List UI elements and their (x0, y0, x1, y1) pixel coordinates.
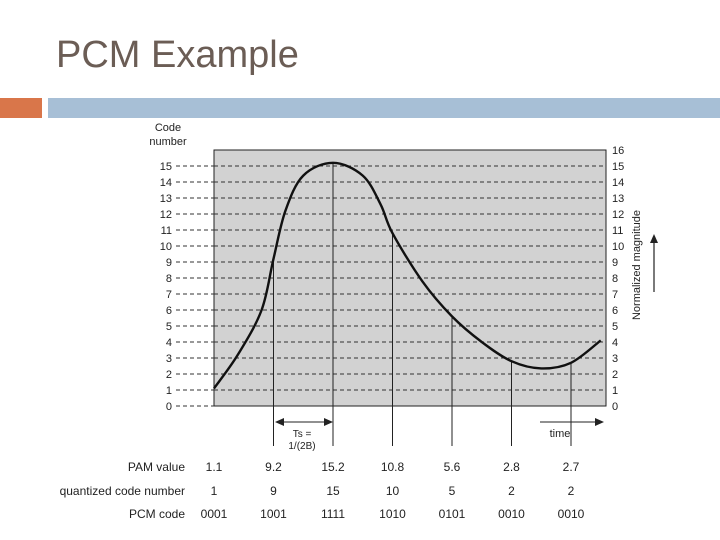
ts-label-line2: 1/(2B) (288, 441, 315, 452)
pcm-code: 0001 (201, 507, 228, 521)
right-axis-label: Normalized magnitude (631, 210, 643, 320)
pcm-code: 0010 (558, 507, 585, 521)
code-tick-label: 4 (166, 337, 172, 349)
magnitude-tick-label: 2 (612, 369, 618, 381)
quantized-code: 2 (568, 484, 575, 498)
code-tick-label: 2 (166, 369, 172, 381)
ts-interval-arrow (275, 418, 333, 426)
quantized-code: 2 (508, 484, 515, 498)
quantized-code: 5 (449, 484, 456, 498)
code-tick-label: 10 (160, 241, 172, 253)
code-tick-label: 5 (166, 321, 172, 333)
sample-value-rows: 1.1100019.29100115.215111110.81010105.65… (201, 460, 585, 521)
quantized-code: 9 (270, 484, 277, 498)
magnitude-tick-label: 16 (612, 145, 624, 157)
code-tick-label: 14 (160, 177, 172, 189)
slide-title: PCM Example (56, 34, 299, 76)
up-arrow (650, 234, 658, 292)
signal-curve (213, 161, 602, 390)
code-tick-label: 12 (160, 209, 172, 221)
pam-value: 1.1 (206, 460, 223, 474)
pam-value: 15.2 (321, 460, 345, 474)
accent-bar (48, 98, 720, 118)
code-tick-label: 6 (166, 305, 172, 317)
pcm-code: 0101 (439, 507, 466, 521)
code-axis-label-line1: Code (155, 122, 181, 134)
quantized-code: 15 (326, 484, 340, 498)
time-arrow (540, 418, 604, 426)
pam-value: 9.2 (265, 460, 282, 474)
magnitude-tick-label: 1 (612, 385, 618, 397)
pcm-code: 1010 (379, 507, 406, 521)
magnitude-tick-label: 9 (612, 257, 618, 269)
code-tick-label: 7 (166, 289, 172, 301)
magnitude-tick-label: 3 (612, 353, 618, 365)
pam-value: 2.7 (563, 460, 580, 474)
code-tick-label: 13 (160, 193, 172, 205)
pcm-code: 0010 (498, 507, 525, 521)
code-tick-label: 11 (161, 225, 172, 237)
time-label: time (550, 428, 571, 440)
code-tick-label: 15 (160, 161, 172, 173)
magnitude-tick-label: 6 (612, 305, 618, 317)
pcm-code: 1001 (260, 507, 287, 521)
magnitude-tick-label: 14 (612, 177, 624, 189)
magnitude-tick-label: 15 (612, 161, 624, 173)
magnitude-tick-label: 8 (612, 273, 618, 285)
magnitude-tick-label: 11 (612, 225, 623, 237)
code-axis-label-line2: number (149, 136, 187, 148)
pam-row-label: PAM value (128, 460, 185, 474)
code-tick-label: 0 (166, 401, 172, 413)
magnitude-tick-label: 7 (612, 289, 618, 301)
magnitude-tick-label: 12 (612, 209, 624, 221)
code-tick-label: 1 (166, 385, 172, 397)
pam-value: 5.6 (444, 460, 461, 474)
quantized-code: 10 (386, 484, 400, 498)
magnitude-tick-label: 5 (612, 321, 618, 333)
magnitude-tick-label: 10 (612, 241, 624, 253)
code-tick-label: 3 (166, 353, 172, 365)
accent-square (0, 98, 42, 118)
pam-value: 2.8 (503, 460, 520, 474)
quantized-code: 1 (211, 484, 218, 498)
magnitude-tick-label: 0 (612, 401, 618, 413)
magnitude-tick-label: 13 (612, 193, 624, 205)
code-tick-label: 9 (166, 257, 172, 269)
sample-lines (273, 162, 572, 446)
magnitude-tick-label: 4 (612, 337, 618, 349)
ts-label-line1: Ts = (293, 429, 312, 440)
code-tick-label: 8 (166, 273, 172, 285)
quantized-row-label: quantized code number (60, 484, 185, 498)
pcm-row-label: PCM code (129, 507, 185, 521)
pcm-code: 1111 (321, 507, 345, 521)
pam-value: 10.8 (381, 460, 405, 474)
